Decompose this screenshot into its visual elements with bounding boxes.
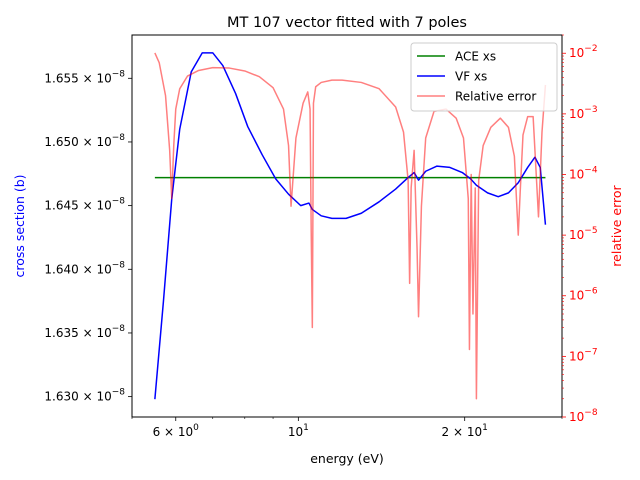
legend: ACE xs VF xs Relative error [410,42,558,112]
x-tick-label: 2 × 101 [442,423,488,439]
legend-label-ace-xs: ACE xs [455,50,496,64]
y-right-tick-label: 10−5 [569,226,598,242]
legend-label-relative-error: Relative error [455,90,536,104]
y-right-tick-label: 10−3 [569,105,598,121]
y-left-tick-label: 1.630 × 10−8 [44,388,125,404]
legend-box [410,42,558,112]
y-left-axis-label: cross section (b) [12,174,27,277]
y-right-tick-label: 10−2 [569,44,598,60]
y-left-tick-label: 1.635 × 10−8 [44,324,125,340]
y-left-tick-label: 1.645 × 10−8 [44,197,125,213]
legend-label-vf-xs: VF xs [455,70,487,84]
y-left-tick-label: 1.650 × 10−8 [44,133,125,149]
y-right-tick-label: 10−6 [569,287,598,303]
x-axis-label: energy (eV) [310,451,384,466]
y-left-tick-label: 1.640 × 10−8 [44,260,125,276]
y-left-tick-label: 1.655 × 10−8 [44,69,125,85]
tick-layer: 6 × 100 101 2 × 101 1.630 × 10−8 1.635 × 10−… [44,34,598,439]
y-right-tick-label: 10−7 [569,347,598,363]
plot-frame [131,34,563,418]
y-right-axis-label: relative error [609,184,624,266]
series-layer [154,52,547,400]
y-right-tick-label: 10−8 [569,408,598,424]
chart-title: MT 107 vector fitted with 7 poles [227,15,467,31]
y-right-tick-label: 10−4 [569,165,598,181]
x-tick-label: 6 × 100 [153,423,200,439]
series-line-vf-xs [154,52,547,400]
series-line-relative-error [154,52,547,400]
x-tick-label: 101 [288,423,309,439]
